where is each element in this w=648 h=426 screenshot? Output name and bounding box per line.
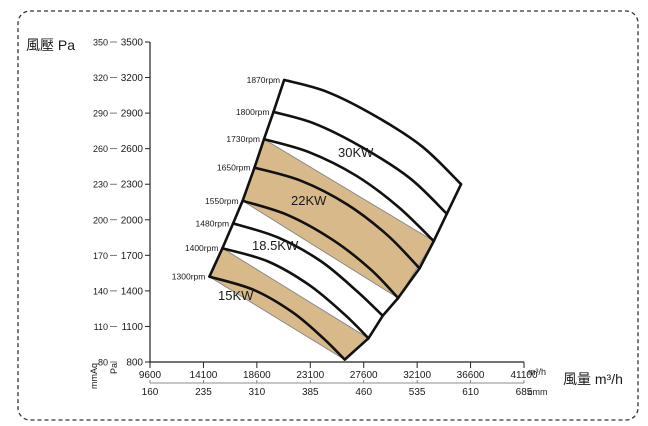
rpm-curve-1550rpm: [241, 199, 400, 300]
y-tick-label-pa: 2900: [121, 109, 144, 120]
x-tick-label-cmm: 610: [462, 387, 479, 398]
y-axis-title: 風壓 Pa: [26, 37, 75, 53]
chart-labels: 1870rpm 1800rpm 1730rpm 1650rpm 1550rpm 1480r…: [172, 75, 374, 303]
power-label-15KW: 15KW: [218, 288, 254, 303]
x-tick-label-cmm: 535: [409, 387, 426, 398]
rpm-curves: [208, 78, 463, 361]
x-alt-unit-label: cmm: [528, 387, 548, 397]
rpm-curve-1870rpm: [282, 78, 463, 186]
power-label-18-5KW: 18.5KW: [252, 238, 299, 253]
rpm-label-1550rpm: 1550rpm: [205, 196, 239, 206]
x-tick-label: 14100: [190, 370, 218, 381]
axes: 800 80 1100 110 1400 140 1700 170 2000 200 2300 230…: [89, 38, 548, 399]
y-tick-label-mmaq: 110: [94, 322, 108, 332]
power-label-30KW: 30KW: [338, 145, 374, 160]
envelope-left-edge: [208, 79, 286, 278]
y-tick-label-mmaq: 320: [93, 73, 108, 83]
rpm-label-1730rpm: 1730rpm: [226, 134, 260, 144]
y-tick-label-mmaq: 200: [93, 215, 108, 225]
x-tick-label: 18600: [243, 370, 271, 381]
rpm-curve-1480rpm: [231, 222, 385, 318]
x-tick-label: 32100: [403, 370, 431, 381]
power-label-22KW: 22KW: [291, 193, 327, 208]
y-tick-label-pa: 3200: [121, 73, 144, 84]
x-tick-label-cmm: 385: [302, 387, 319, 398]
y-tick-label-mmaq: 80: [98, 358, 108, 368]
y-alt-unit-label-mmaq: mmAq: [89, 363, 99, 389]
y-tick-label-mmaq: 260: [93, 144, 108, 154]
y-tick-label-pa: 3500: [121, 38, 144, 49]
x-tick-label: 9600: [139, 370, 162, 381]
rpm-label-1650rpm: 1650rpm: [217, 163, 251, 173]
x-tick-label: 41100: [510, 370, 538, 381]
y-tick-label-pa: 2600: [121, 144, 144, 155]
chart-frame: [17, 10, 639, 421]
rpm-curve-1800rpm: [272, 110, 449, 216]
rpm-curve-1650rpm: [253, 166, 421, 270]
y-alt-unit-label-pa: Pa: [109, 363, 119, 374]
y-tick-label-mmaq: 350: [93, 38, 108, 48]
y-tick-label-mmaq: 230: [93, 180, 108, 190]
x-unit-label: m³/h: [528, 367, 546, 377]
y-tick-label-pa: 2300: [121, 180, 144, 191]
rpm-label-1480rpm: 1480rpm: [196, 218, 230, 228]
y-tick-label-pa: 1100: [121, 322, 143, 333]
y-tick-label-pa: 800: [126, 358, 143, 369]
envelope-right-edge: [343, 183, 463, 361]
x-tick-label: 27600: [350, 370, 378, 381]
y-tick-label-pa: 1700: [121, 251, 144, 262]
rpm-label-1800rpm: 1800rpm: [236, 107, 270, 117]
rpm-label-1300rpm: 1300rpm: [172, 272, 206, 282]
x-tick-label-cmm: 685: [516, 387, 533, 398]
x-tick-label-cmm: 460: [355, 387, 372, 398]
x-tick-label: 36600: [457, 370, 485, 381]
x-tick-label-cmm: 310: [249, 387, 266, 398]
y-tick-label-mmaq: 140: [93, 286, 108, 296]
y-tick-label-mmaq: 170: [93, 251, 108, 261]
rpm-label-1400rpm: 1400rpm: [185, 243, 219, 253]
y-tick-label-pa: 2000: [121, 215, 144, 226]
rpm-curve-1400rpm: [221, 246, 370, 340]
rpm-curve-1730rpm: [262, 137, 436, 243]
x-axis-title: 風量 m³/h: [563, 371, 623, 387]
x-tick-label-cmm: 235: [195, 387, 212, 398]
x-tick-label: 23100: [296, 370, 324, 381]
y-tick-label-pa: 1400: [121, 286, 144, 297]
rpm-curve-1300rpm: [208, 275, 347, 361]
x-tick-label-cmm: 160: [142, 387, 159, 398]
y-tick-label-mmaq: 290: [93, 109, 108, 119]
rpm-label-1870rpm: 1870rpm: [247, 75, 281, 85]
